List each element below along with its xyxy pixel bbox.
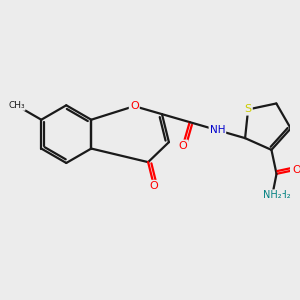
Text: O: O [292,165,300,175]
Text: O: O [150,181,158,191]
Text: O: O [130,101,139,111]
Text: NH: NH [210,125,225,135]
Text: O: O [178,141,187,151]
Text: NH: NH [210,125,225,135]
Text: O: O [150,181,158,191]
Text: CH₃: CH₃ [8,101,25,110]
Text: O: O [178,141,187,151]
Text: NH₂: NH₂ [272,190,291,200]
Text: O: O [130,101,139,111]
Text: O: O [292,165,300,175]
Text: S: S [244,104,252,115]
Text: S: S [244,104,252,115]
Text: NH₂: NH₂ [263,190,282,200]
Text: CH₃: CH₃ [8,101,25,110]
